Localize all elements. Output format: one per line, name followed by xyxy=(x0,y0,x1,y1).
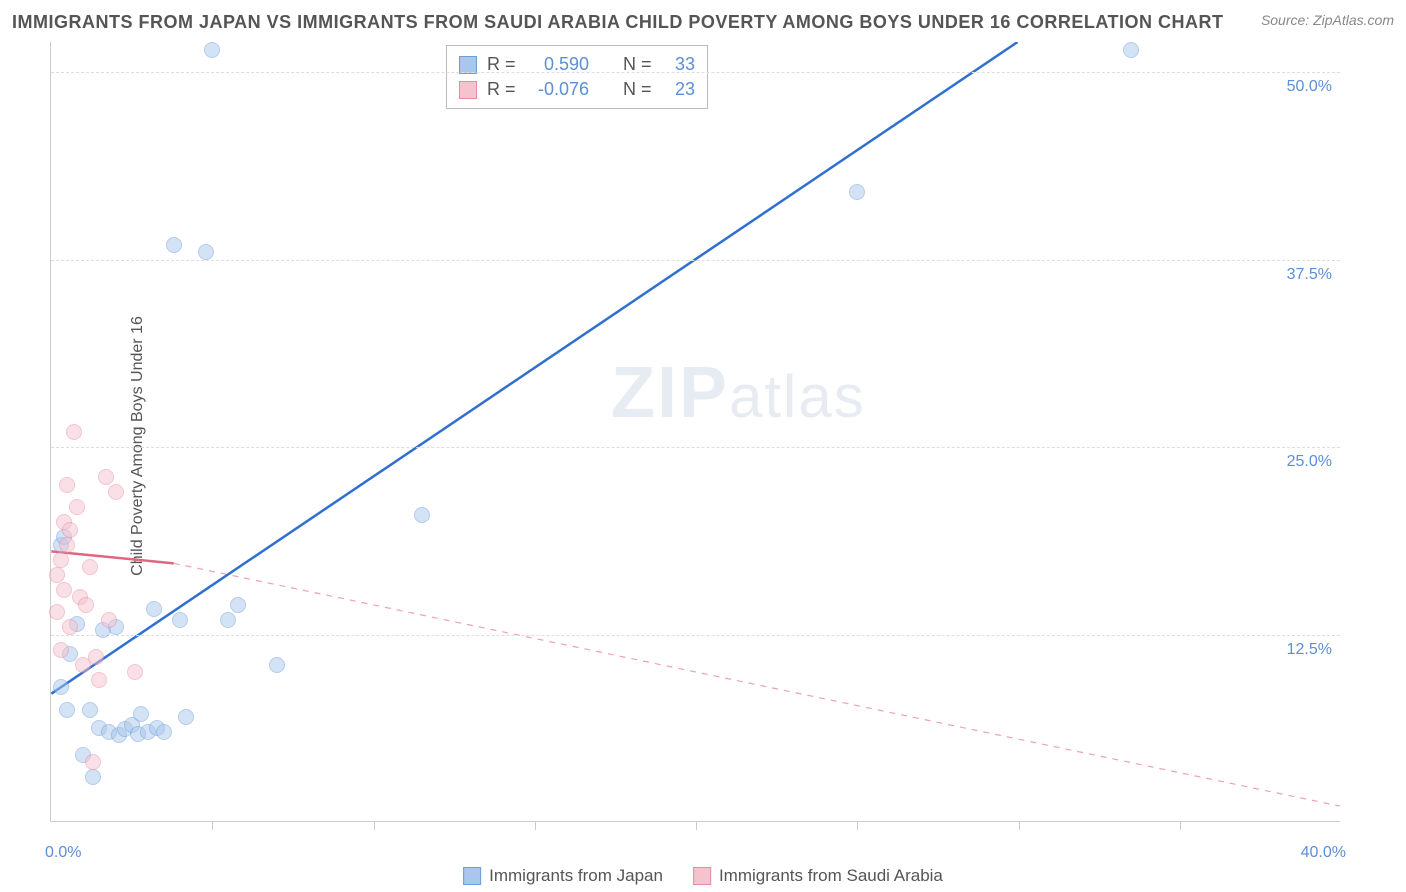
data-point-saudi xyxy=(59,537,75,553)
n-value-japan: 33 xyxy=(665,52,695,77)
y-tick-label: 50.0% xyxy=(1287,78,1332,96)
source-label: Source: ZipAtlas.com xyxy=(1261,12,1394,28)
n-label: N = xyxy=(623,52,655,77)
r-label: R = xyxy=(487,52,519,77)
gridline-h xyxy=(51,72,1340,73)
gridline-h xyxy=(51,447,1340,448)
swatch-saudi xyxy=(459,81,477,99)
data-point-japan xyxy=(178,709,194,725)
data-point-saudi xyxy=(101,612,117,628)
stats-row-japan: R = 0.590 N = 33 xyxy=(459,52,695,77)
x-tick-mark xyxy=(374,822,375,830)
x-tick-mark xyxy=(857,822,858,830)
r-value-japan: 0.590 xyxy=(529,52,589,77)
data-point-saudi xyxy=(69,499,85,515)
data-point-saudi xyxy=(53,552,69,568)
gridline-h xyxy=(51,260,1340,261)
x-tick-label: 40.0% xyxy=(1301,844,1346,862)
data-point-japan xyxy=(133,706,149,722)
watermark-atlas: atlas xyxy=(729,363,866,430)
legend-swatch-japan xyxy=(463,867,481,885)
data-point-saudi xyxy=(78,597,94,613)
x-tick-mark xyxy=(535,822,536,830)
trendline-japan xyxy=(51,42,1017,694)
plot-area: ZIPatlas R = 0.590 N = 33 R = -0.076 N = 23 12.… xyxy=(50,42,1340,822)
x-tick-mark xyxy=(1019,822,1020,830)
n-label: N = xyxy=(623,77,655,102)
data-point-japan xyxy=(414,507,430,523)
data-point-japan xyxy=(172,612,188,628)
data-point-japan xyxy=(1123,42,1139,58)
data-point-japan xyxy=(220,612,236,628)
data-point-saudi xyxy=(56,582,72,598)
data-point-japan xyxy=(156,724,172,740)
data-point-saudi xyxy=(59,477,75,493)
data-point-japan xyxy=(53,679,69,695)
data-point-saudi xyxy=(53,642,69,658)
legend-item-saudi: Immigrants from Saudi Arabia xyxy=(693,866,943,886)
y-tick-label: 37.5% xyxy=(1287,266,1332,284)
legend-label-japan: Immigrants from Japan xyxy=(489,866,663,886)
x-tick-mark xyxy=(212,822,213,830)
data-point-japan xyxy=(849,184,865,200)
stats-row-saudi: R = -0.076 N = 23 xyxy=(459,77,695,102)
data-point-japan xyxy=(204,42,220,58)
data-point-saudi xyxy=(49,604,65,620)
data-point-japan xyxy=(59,702,75,718)
gridline-h xyxy=(51,635,1340,636)
data-point-japan xyxy=(82,702,98,718)
r-value-saudi: -0.076 xyxy=(529,77,589,102)
n-value-saudi: 23 xyxy=(665,77,695,102)
data-point-saudi xyxy=(108,484,124,500)
data-point-saudi xyxy=(98,469,114,485)
legend-label-saudi: Immigrants from Saudi Arabia xyxy=(719,866,943,886)
y-tick-label: 25.0% xyxy=(1287,453,1332,471)
correlation-stats-box: R = 0.590 N = 33 R = -0.076 N = 23 xyxy=(446,45,708,109)
legend-item-japan: Immigrants from Japan xyxy=(463,866,663,886)
data-point-saudi xyxy=(62,619,78,635)
x-tick-label: 0.0% xyxy=(45,844,81,862)
data-point-saudi xyxy=(88,649,104,665)
legend: Immigrants from Japan Immigrants from Sau… xyxy=(463,866,943,886)
data-point-saudi xyxy=(66,424,82,440)
x-tick-mark xyxy=(696,822,697,830)
data-point-saudi xyxy=(62,522,78,538)
data-point-saudi xyxy=(49,567,65,583)
watermark-zip: ZIP xyxy=(611,353,729,433)
watermark: ZIPatlas xyxy=(611,352,866,434)
data-point-japan xyxy=(198,244,214,260)
data-point-japan xyxy=(230,597,246,613)
y-tick-label: 12.5% xyxy=(1287,641,1332,659)
data-point-saudi xyxy=(91,672,107,688)
trend-lines xyxy=(51,42,1340,821)
data-point-japan xyxy=(85,769,101,785)
legend-swatch-saudi xyxy=(693,867,711,885)
x-tick-mark xyxy=(1180,822,1181,830)
data-point-japan xyxy=(146,601,162,617)
data-point-saudi xyxy=(85,754,101,770)
trendline-dash-saudi xyxy=(174,563,1340,806)
data-point-japan xyxy=(269,657,285,673)
data-point-japan xyxy=(166,237,182,253)
chart-title: IMMIGRANTS FROM JAPAN VS IMMIGRANTS FROM… xyxy=(12,12,1224,33)
data-point-saudi xyxy=(127,664,143,680)
r-label: R = xyxy=(487,77,519,102)
swatch-japan xyxy=(459,56,477,74)
data-point-saudi xyxy=(82,559,98,575)
trendline-saudi xyxy=(51,551,173,563)
